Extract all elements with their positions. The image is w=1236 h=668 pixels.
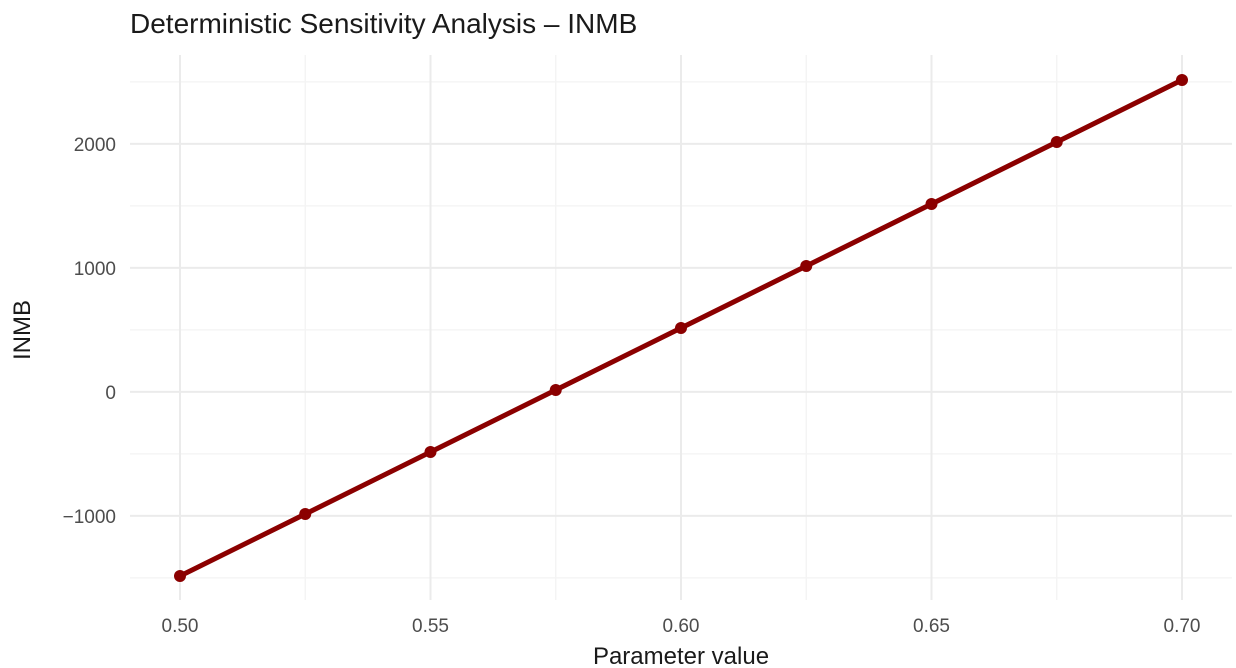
y-tick-label: 0 — [105, 383, 116, 404]
series-layer — [174, 74, 1188, 582]
data-point — [424, 446, 437, 458]
y-tick-label: 1000 — [74, 259, 116, 280]
tick-labels: 0.50 0.55 0.60 0.65 0.70 −1000 0 1000 2000 — [63, 135, 1201, 637]
data-point — [1176, 74, 1188, 86]
y-axis-title: INMB — [9, 300, 36, 360]
data-point — [1050, 136, 1063, 148]
chart-title: Deterministic Sensitivity Analysis – INM… — [130, 8, 637, 39]
y-tick-label: −1000 — [63, 507, 116, 528]
data-point — [299, 508, 312, 520]
x-tick-label: 0.55 — [412, 616, 449, 637]
x-tick-label: 0.65 — [913, 616, 950, 637]
grid — [130, 55, 1232, 600]
data-point — [925, 198, 938, 210]
x-axis-title: Parameter value — [593, 643, 769, 668]
data-point — [675, 322, 687, 334]
x-tick-label: 0.70 — [1164, 616, 1201, 637]
y-tick-label: 2000 — [74, 135, 116, 156]
data-point — [174, 570, 186, 582]
data-point — [800, 260, 813, 272]
x-tick-label: 0.50 — [162, 616, 199, 637]
data-point — [549, 384, 562, 396]
x-tick-label: 0.60 — [663, 616, 700, 637]
